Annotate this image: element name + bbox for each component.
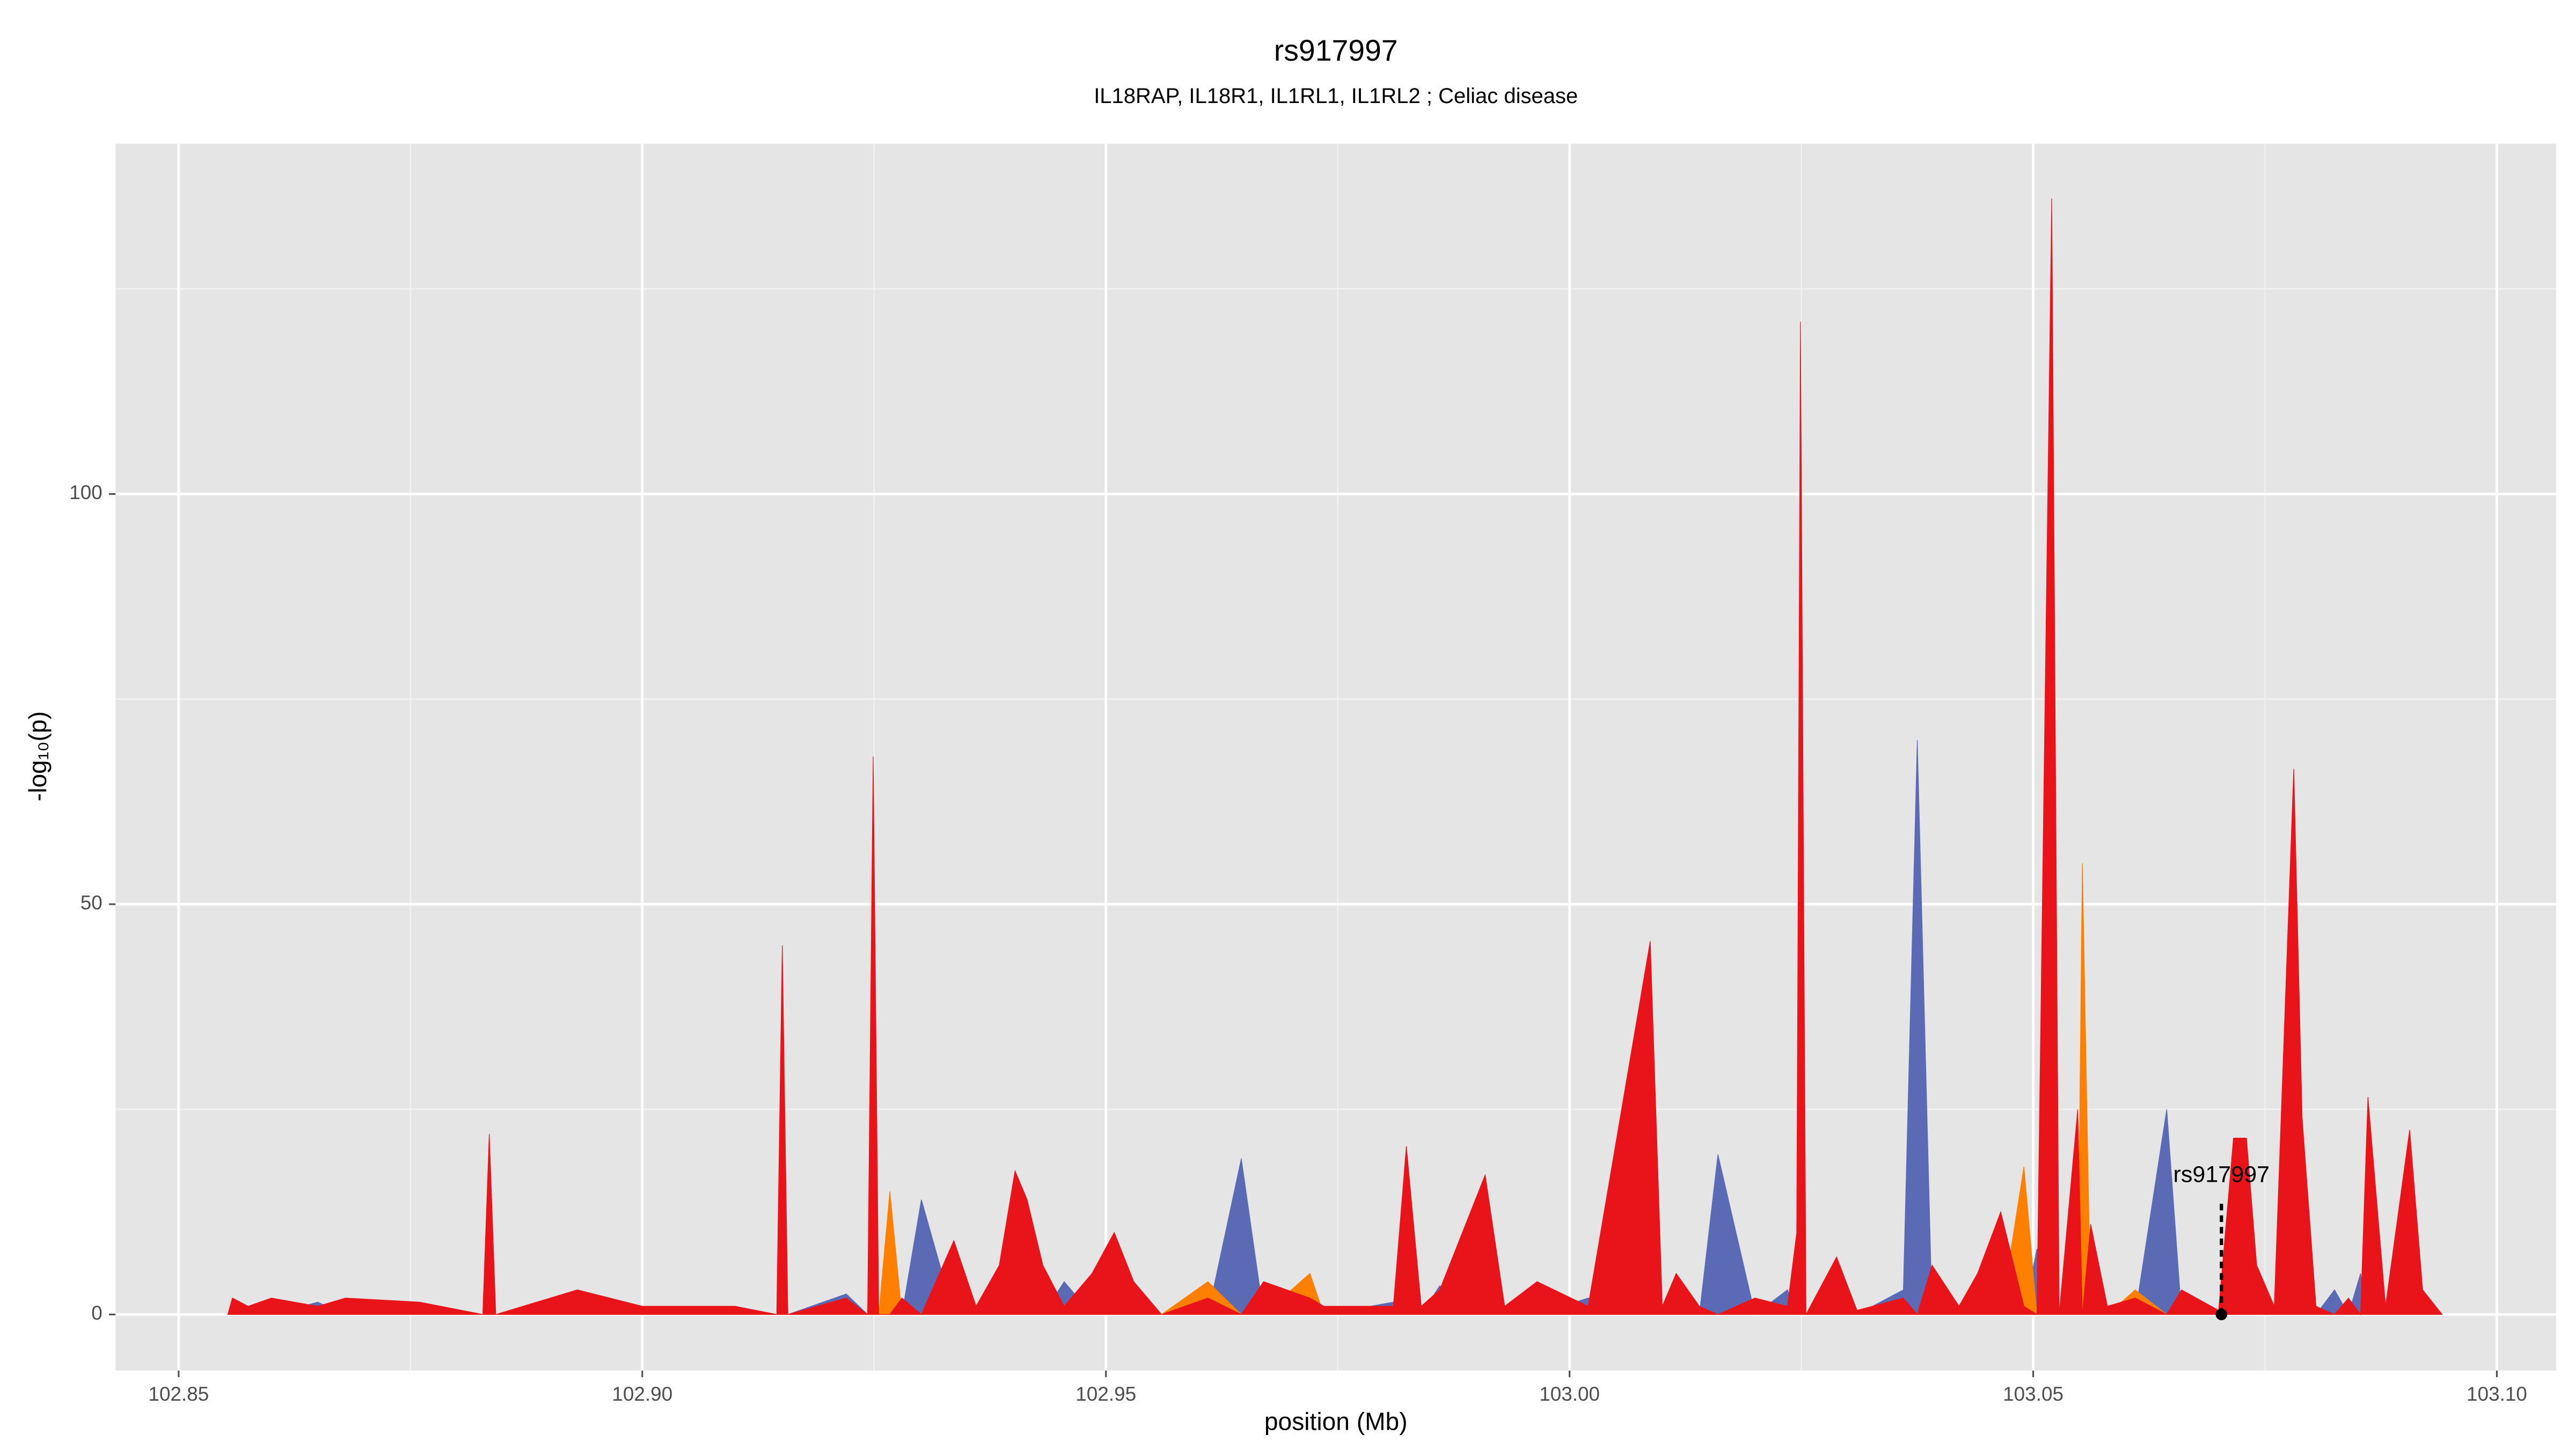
area-series: [227, 199, 2443, 1316]
chart-title: rs917997: [1274, 34, 1398, 67]
x-tick-label: 103.10: [2467, 1383, 2527, 1405]
plot-background: [115, 143, 2557, 1371]
y-axis-label: -log₁₀(p): [24, 711, 52, 801]
x-tick-label: 102.95: [1075, 1383, 1136, 1405]
x-tick-label: 103.00: [1539, 1383, 1600, 1405]
annotation-label: rs917997: [2174, 1161, 2270, 1187]
x-axis-label: position (Mb): [1264, 1407, 1408, 1435]
x-tick-label: 103.05: [2003, 1383, 2063, 1405]
chart-subtitle: IL18RAP, IL18R1, IL1RL1, IL1RL2 ; Celiac…: [1094, 84, 1578, 108]
y-tick-label: 100: [69, 481, 103, 503]
y-tick-label: 0: [91, 1302, 103, 1324]
x-tick-label: 102.90: [612, 1383, 672, 1405]
annotation-point: [2215, 1308, 2228, 1321]
x-tick-label: 102.85: [148, 1383, 209, 1405]
y-tick-label: 50: [80, 892, 103, 914]
